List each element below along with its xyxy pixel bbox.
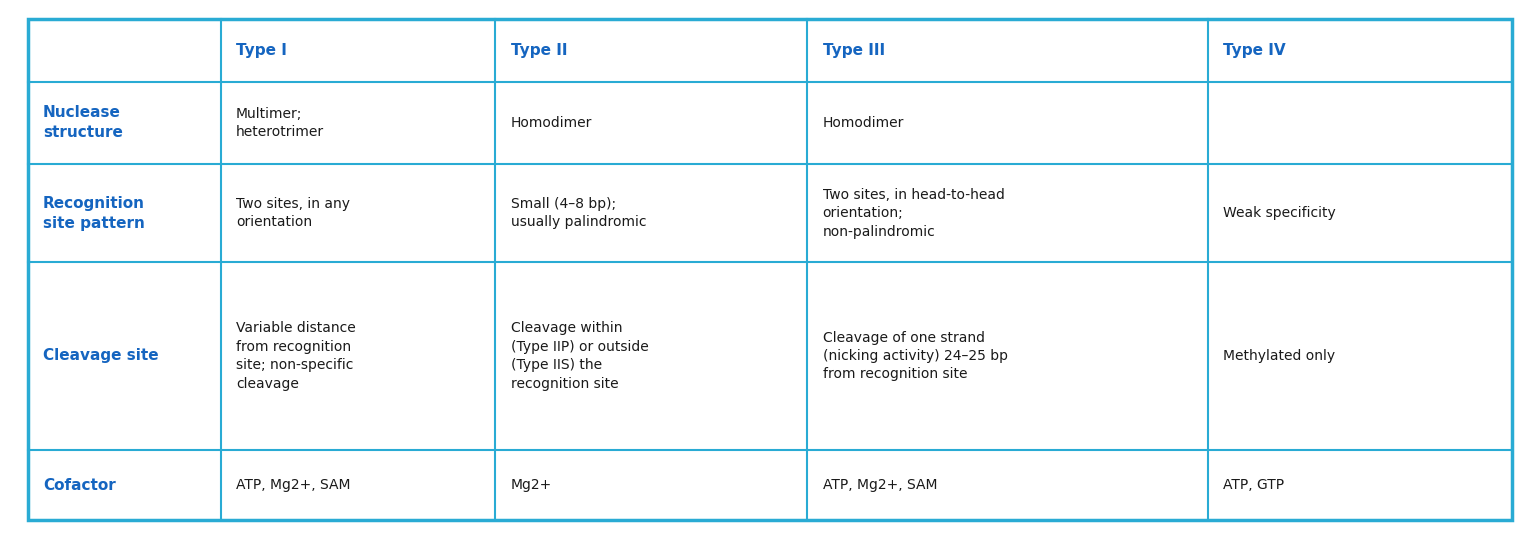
- Text: Type II: Type II: [511, 43, 567, 58]
- Text: Two sites, in head-to-head
orientation;
non-palindromic: Two sites, in head-to-head orientation; …: [822, 188, 1004, 238]
- Text: Small (4–8 bp);
usually palindromic: Small (4–8 bp); usually palindromic: [511, 197, 647, 229]
- Text: Type I: Type I: [236, 43, 286, 58]
- Text: Weak specificity: Weak specificity: [1223, 206, 1337, 220]
- Text: Cleavage of one strand
(nicking activity) 24–25 bp
from recognition site: Cleavage of one strand (nicking activity…: [822, 330, 1007, 382]
- Text: Two sites, in any
orientation: Two sites, in any orientation: [236, 197, 350, 229]
- Text: Homodimer: Homodimer: [511, 116, 593, 130]
- Text: Cleavage site: Cleavage site: [43, 349, 159, 363]
- Text: ATP, Mg2+, SAM: ATP, Mg2+, SAM: [236, 478, 351, 492]
- Text: ATP, GTP: ATP, GTP: [1223, 478, 1284, 492]
- Text: Homodimer: Homodimer: [822, 116, 904, 130]
- Text: Methylated only: Methylated only: [1223, 349, 1335, 363]
- Text: Type IV: Type IV: [1223, 43, 1286, 58]
- Text: Recognition
site pattern: Recognition site pattern: [43, 196, 145, 231]
- Text: ATP, Mg2+, SAM: ATP, Mg2+, SAM: [822, 478, 936, 492]
- Text: Nuclease
structure: Nuclease structure: [43, 106, 123, 140]
- Text: Cleavage within
(Type IIP) or outside
(Type IIS) the
recognition site: Cleavage within (Type IIP) or outside (T…: [511, 321, 648, 391]
- Text: Cofactor: Cofactor: [43, 478, 116, 493]
- Text: Mg2+: Mg2+: [511, 478, 551, 492]
- Text: Multimer;
heterotrimer: Multimer; heterotrimer: [236, 107, 325, 139]
- Text: Variable distance
from recognition
site; non-specific
cleavage: Variable distance from recognition site;…: [236, 321, 356, 391]
- Text: Type III: Type III: [822, 43, 884, 58]
